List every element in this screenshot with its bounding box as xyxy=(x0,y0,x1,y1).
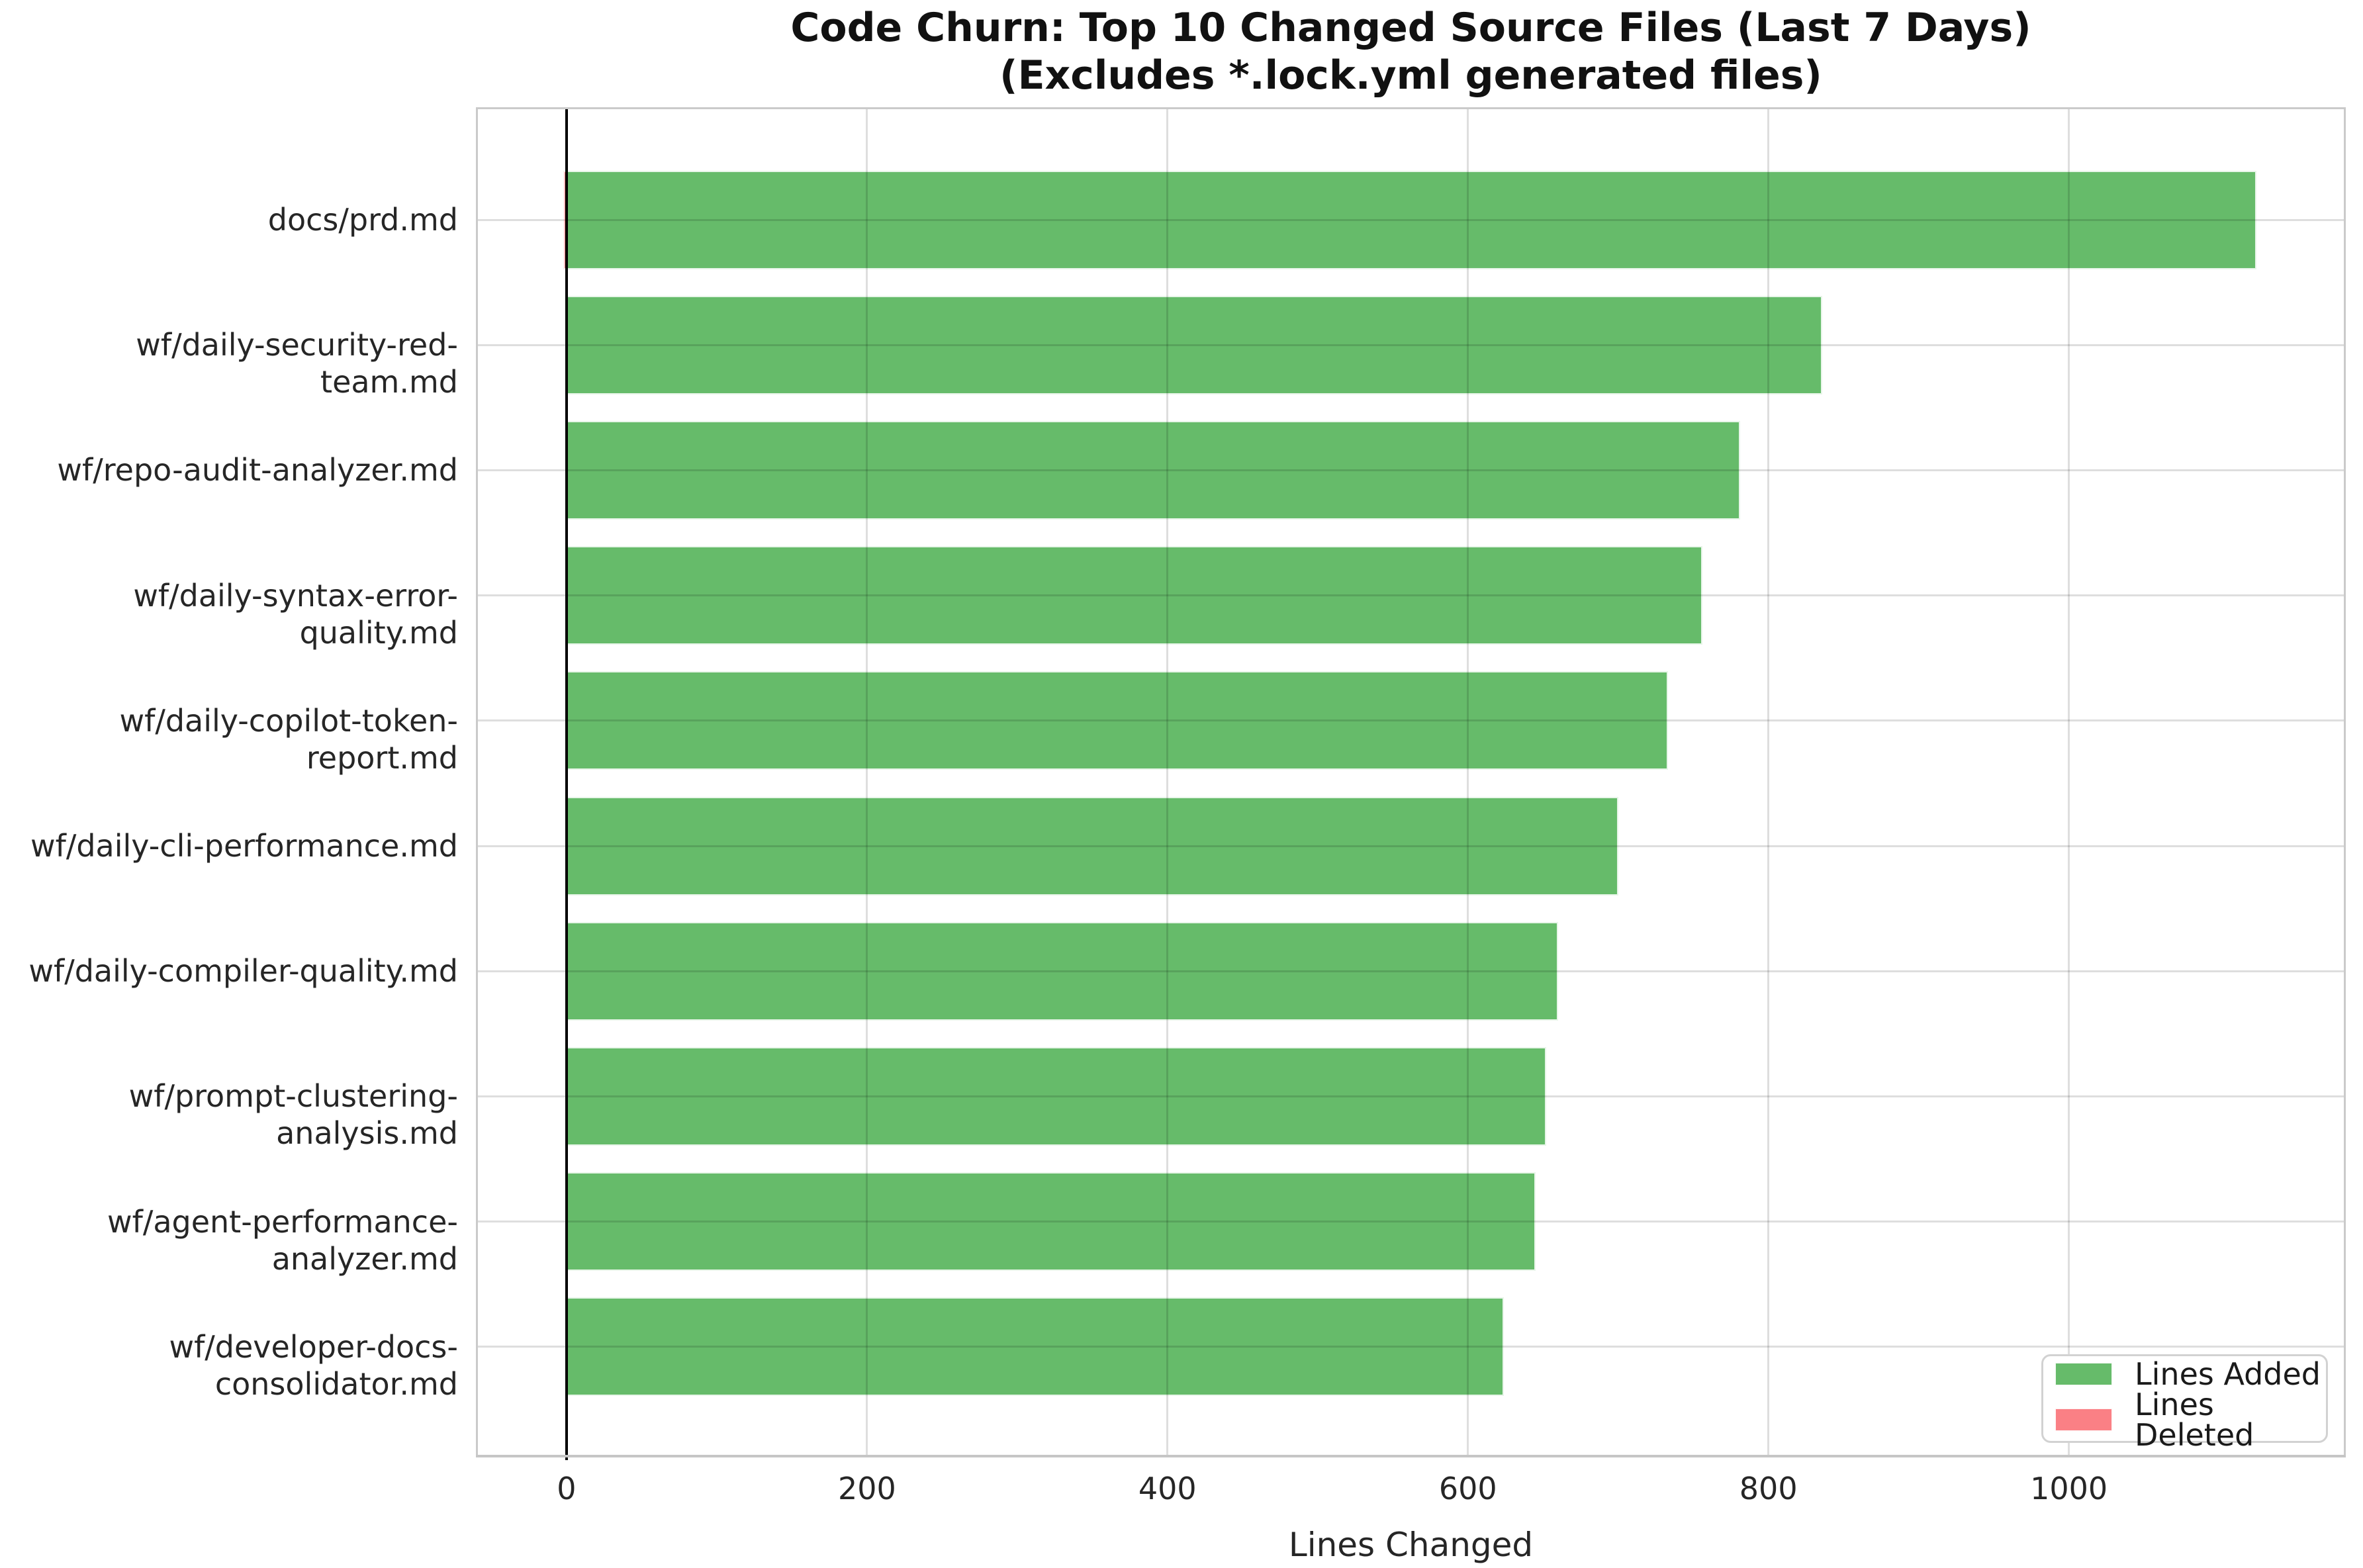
x-gridline xyxy=(866,109,868,1455)
x-gridline xyxy=(1166,109,1169,1455)
x-gridline xyxy=(1767,109,1770,1455)
y-gridline xyxy=(478,594,2344,597)
bar-lines-added xyxy=(566,170,2257,269)
y-tick-label: wf/developer-docs-consolidator.md xyxy=(169,1328,458,1402)
y-tick-label: wf/agent-performance-analyzer.md xyxy=(107,1203,458,1277)
y-gridline xyxy=(478,1221,2344,1223)
x-tick-label: 0 xyxy=(557,1471,577,1506)
x-tick-label: 200 xyxy=(837,1471,896,1506)
lines-deleted-swatch xyxy=(2055,1408,2112,1431)
chart-title-line1: Code Churn: Top 10 Changed Source Files … xyxy=(790,5,2031,51)
y-tick-label: wf/daily-cli-performance.md xyxy=(30,828,458,864)
x-gridline xyxy=(1467,109,1469,1455)
bar-lines-added xyxy=(566,921,1558,1021)
y-tick-label: wf/daily-syntax-error-quality.md xyxy=(133,577,458,651)
chart-title-line2: (Excludes *.lock.yml generated files) xyxy=(999,52,1822,99)
legend: Lines Added Lines Deleted xyxy=(2041,1354,2328,1450)
zero-axis-line xyxy=(565,109,568,1460)
y-tick-label: wf/repo-audit-analyzer.md xyxy=(57,452,458,488)
y-gridline xyxy=(478,344,2344,346)
lines-added-swatch xyxy=(2055,1363,2112,1385)
x-tick-label: 400 xyxy=(1138,1471,1197,1506)
y-tick-label: wf/daily-security-red-team.md xyxy=(136,327,458,400)
bar-lines-added xyxy=(566,546,1702,645)
x-axis-label: Lines Changed xyxy=(1288,1526,1534,1564)
plot-spine-left xyxy=(476,109,478,1455)
x-gridline xyxy=(2068,109,2070,1455)
x-tick-label: 1000 xyxy=(2030,1471,2108,1506)
y-gridline xyxy=(478,218,2344,221)
plot-spine-bottom xyxy=(476,1455,2346,1457)
bar-lines-added xyxy=(566,295,1823,394)
y-tick-label: docs/prd.md xyxy=(267,202,458,238)
bar-lines-added xyxy=(566,1172,1536,1271)
y-gridline xyxy=(478,719,2344,722)
bar-lines-added xyxy=(566,1046,1546,1146)
bar-lines-added xyxy=(566,420,1740,520)
y-tick-label: wf/daily-copilot-token-report.md xyxy=(119,702,458,776)
plot-spine-right xyxy=(2344,109,2346,1455)
y-tick-label: wf/prompt-clustering-analysis.md xyxy=(128,1078,458,1152)
x-tick-label: 800 xyxy=(1739,1471,1798,1506)
y-gridline xyxy=(478,845,2344,847)
plot-spine-top xyxy=(476,107,2346,109)
y-gridline xyxy=(478,1095,2344,1097)
chart-title: Code Churn: Top 10 Changed Source Files … xyxy=(478,4,2344,99)
legend-label-lines-deleted: Lines Deleted xyxy=(2135,1387,2254,1453)
y-gridline xyxy=(478,970,2344,972)
legend-item-lines-deleted: Lines Deleted xyxy=(2055,1389,2326,1450)
y-gridline xyxy=(478,1346,2344,1348)
bar-lines-added xyxy=(566,1297,1505,1397)
x-tick-label: 600 xyxy=(1438,1471,1497,1506)
y-tick-label: wf/daily-compiler-quality.md xyxy=(28,953,458,990)
bar-lines-added xyxy=(566,796,1618,896)
y-gridline xyxy=(478,469,2344,471)
bar-lines-added xyxy=(566,671,1668,770)
legend-item-lines-added: Lines Added xyxy=(2055,1359,2326,1389)
legend-label-lines-added: Lines Added xyxy=(2135,1356,2321,1392)
